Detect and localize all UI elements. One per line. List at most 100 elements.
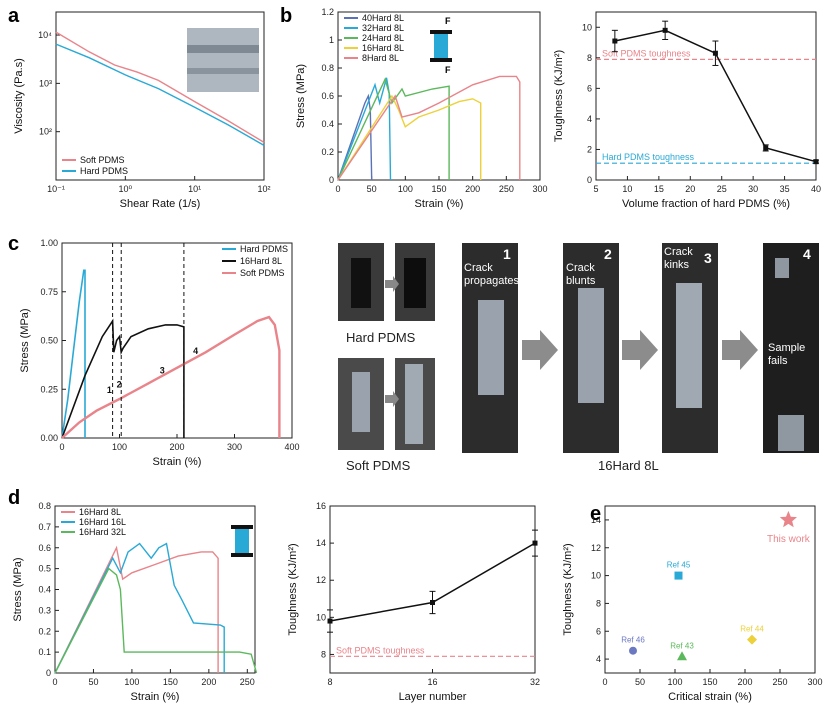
panel-letter-e: e xyxy=(590,503,601,525)
plot-stress-strain-b: 0 50 100 150 200 250 300 0 0.2 0.4 0.6 0.8 1 1.2 Strai… xyxy=(295,7,548,210)
x-tick-label: 100 xyxy=(112,442,127,452)
y-tick-label: 4 xyxy=(587,114,592,124)
y-axis-label: Stress (MPa) xyxy=(19,308,31,372)
tensile-sample-icon-b: F F xyxy=(430,16,452,75)
y-tick-label: 10³ xyxy=(39,78,52,88)
plot-viscosity: 10⁻¹ 10⁰ 10¹ 10² 10² 10³ 10⁴ Shear Rate (1/s) Vi… xyxy=(13,11,271,210)
plot-stress-strain-d: 0 50 100 150 200 250 0 0.1 0.2 0.3 0.4 0.5 0.6 0.7 0.8… xyxy=(12,501,258,703)
x-tick-label: 50 xyxy=(367,184,377,194)
y-tick-label: 1.2 xyxy=(321,7,334,17)
y-tick-label: 0.4 xyxy=(321,119,334,129)
series-line xyxy=(61,318,185,439)
x-tick-label: 250 xyxy=(499,184,514,194)
x-tick-label: 250 xyxy=(772,677,787,687)
inset-photo-band xyxy=(187,45,259,53)
y-tick-label: 0.3 xyxy=(38,605,51,615)
scatter-point xyxy=(747,634,757,645)
y-tick-label: 10 xyxy=(316,612,326,622)
y-tick-label: 0.6 xyxy=(38,543,51,553)
y-tick-label: 0.8 xyxy=(38,501,51,511)
plot-frame xyxy=(55,11,265,181)
legend-entry: Soft PDMS xyxy=(80,155,125,165)
data-point xyxy=(612,38,618,44)
step-number: 3 xyxy=(704,250,712,266)
stage-marker: 3 xyxy=(160,366,165,376)
y-axis-label: Stress (MPa) xyxy=(295,64,307,128)
y-tick-label: 10 xyxy=(591,571,601,581)
y-axis-label: Toughness (KJ/m²) xyxy=(553,50,565,142)
y-tick-label: 0.00 xyxy=(40,433,58,443)
x-tick-label: 100 xyxy=(667,677,682,687)
y-tick-label: 0.4 xyxy=(38,585,51,595)
data-point xyxy=(327,618,333,624)
x-tick-label: 400 xyxy=(284,442,299,452)
panel-letter-d: d xyxy=(8,487,20,509)
hard-pdms-photo-label: Hard PDMS xyxy=(346,330,416,345)
y-tick-label: 10 xyxy=(582,22,592,32)
reference-label: Soft PDMS toughness xyxy=(602,48,691,58)
series-line xyxy=(337,93,373,181)
x-tick-label: 35 xyxy=(780,184,790,194)
x-tick-label: 10¹ xyxy=(188,184,201,194)
legend-entry: 16Hard 32L xyxy=(79,527,126,537)
legend-entry: 16Hard 8L xyxy=(79,507,121,517)
reference-label: Soft PDMS toughness xyxy=(336,645,425,655)
series-line xyxy=(54,545,219,674)
x-tick-label: 32 xyxy=(530,677,540,687)
y-axis-label: Viscosity (Pa.s) xyxy=(13,58,25,134)
inset-photo-band xyxy=(187,68,259,74)
y-tick-label: 0 xyxy=(46,668,51,678)
series-line xyxy=(337,94,482,181)
legend-entry: 16Hard 8L xyxy=(362,43,404,53)
stage-marker: 1 xyxy=(107,385,112,395)
legend-entry: 40Hard 8L xyxy=(362,13,404,23)
x-tick-label: 150 xyxy=(163,677,178,687)
x-tick-label: 5 xyxy=(593,184,598,194)
series-line xyxy=(337,77,450,181)
y-tick-label: 0.25 xyxy=(40,384,58,394)
scatter-point xyxy=(779,510,797,528)
x-axis-label: Strain (%) xyxy=(415,198,464,210)
x-tick-label: 300 xyxy=(532,184,547,194)
reference-label: Hard PDMS toughness xyxy=(602,152,695,162)
step-text: Crack kinks xyxy=(664,246,693,271)
step-number: 1 xyxy=(503,246,511,262)
data-point xyxy=(763,145,769,151)
x-tick-label: 200 xyxy=(169,442,184,452)
y-tick-label: 1.00 xyxy=(40,238,58,248)
y-tick-label: 14 xyxy=(591,515,601,525)
arrow-hard xyxy=(385,276,399,292)
y-tick-label: 12 xyxy=(591,543,601,553)
sequence-arrow-1 xyxy=(522,330,558,370)
x-tick-label: 200 xyxy=(201,677,216,687)
y-tick-label: 0.2 xyxy=(321,147,334,157)
scatter-point xyxy=(674,571,683,580)
plot-frame xyxy=(604,505,816,674)
series-line xyxy=(54,542,225,674)
sequence-arrow-3 xyxy=(722,330,758,370)
y-axis-label: Toughness (KJ/m²) xyxy=(287,543,299,635)
x-axis-label: Shear Rate (1/s) xyxy=(120,198,201,210)
arrow-soft xyxy=(385,391,399,407)
y-tick-label: 1 xyxy=(329,35,334,45)
photo-soft-pdms xyxy=(338,358,435,450)
x-tick-label: 250 xyxy=(240,677,255,687)
legend-entry: Soft PDMS xyxy=(240,268,285,278)
series-line xyxy=(337,75,521,181)
x-axis-label: Strain (%) xyxy=(131,691,180,703)
y-tick-label: 8 xyxy=(596,598,601,608)
legend-entry: Hard PDMS xyxy=(80,166,128,176)
y-tick-label: 2 xyxy=(587,144,592,154)
y-tick-label: 0.50 xyxy=(40,336,58,346)
data-point xyxy=(532,540,538,546)
legend-entry: 16Hard 16L xyxy=(79,517,126,527)
scatter-point xyxy=(677,651,687,661)
x-tick-label: 0 xyxy=(52,677,57,687)
step-text: Crack propagates xyxy=(464,262,520,287)
y-tick-label: 0 xyxy=(329,175,334,185)
step-text: Sample fails xyxy=(768,342,806,367)
data-point xyxy=(662,27,668,33)
y-tick-label: 8 xyxy=(587,53,592,63)
y-tick-label: 14 xyxy=(316,538,326,548)
y-tick-label: 16 xyxy=(316,501,326,511)
